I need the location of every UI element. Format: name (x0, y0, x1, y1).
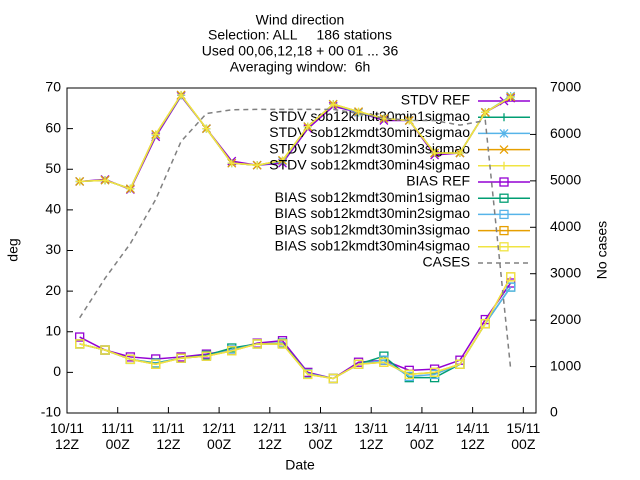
y-tick-label: 40 (45, 201, 61, 217)
legend-label: STDV REF (401, 92, 470, 108)
marker (429, 367, 440, 378)
marker (201, 351, 212, 361)
marker (253, 161, 262, 170)
y2-tick-label: 0 (550, 404, 558, 420)
y2-tick-label: 5000 (550, 172, 581, 188)
x-tick-label: 12/11 00Z (202, 420, 237, 452)
series-line (79, 94, 512, 191)
marker (227, 346, 237, 356)
legend-marker (499, 209, 509, 220)
x-axis-label: Date (285, 457, 315, 473)
chart-subtitle: Selection: ALL 186 stations (208, 27, 392, 43)
series-line (79, 276, 512, 380)
y-tick-label: 30 (45, 241, 61, 257)
legend-marker (499, 225, 509, 236)
y2-tick-label: 3000 (550, 264, 581, 280)
marker (75, 177, 84, 186)
marker (354, 107, 363, 116)
x-tick-label: 12/11 12Z (252, 420, 287, 452)
legend-marker (499, 193, 509, 203)
marker (126, 184, 135, 193)
x-tick-label: 14/11 00Z (404, 420, 439, 452)
y-tick-label: 10 (45, 322, 61, 338)
y-tick-label: 0 (53, 363, 61, 379)
marker (100, 345, 110, 355)
y2-tick-label: 4000 (550, 218, 581, 234)
y-tick-label: 60 (45, 119, 61, 135)
y-tick-label: -10 (41, 404, 61, 420)
legend-marker (499, 145, 509, 155)
legend-label: STDV sob12kmdt30min2sigmao (269, 124, 470, 140)
series-line (79, 276, 512, 380)
x-tick-label: 13/11 12Z (354, 420, 389, 452)
marker (505, 282, 516, 292)
marker (177, 90, 186, 99)
legend-marker (499, 128, 509, 138)
y2-tick-label: 1000 (550, 357, 581, 373)
x-tick-label: 11/11 12Z (151, 420, 185, 452)
legend-marker (499, 177, 509, 187)
x-tick-label: 14/11 12Z (455, 420, 490, 452)
marker (379, 357, 389, 367)
x-tick-label: 10/11 12Z (50, 420, 84, 452)
legend-marker (499, 242, 509, 252)
marker (430, 149, 439, 157)
y-tick-label: 70 (45, 79, 61, 95)
marker (75, 332, 85, 342)
marker (328, 373, 338, 384)
marker (404, 369, 414, 380)
legend-label: BIAS sob12kmdt30min3sigmao (275, 221, 471, 237)
chart-subtitle: Averaging window: 6h (230, 59, 371, 75)
legend-label: STDV sob12kmdt30min3sigmao (269, 140, 470, 156)
chart-subtitle: Used 00,06,12,18 + 00 01 ... 36 (202, 43, 399, 59)
x-tick-label: 13/11 00Z (303, 420, 338, 452)
legend-label: BIAS REF (406, 173, 470, 189)
legend-label: BIAS sob12kmdt30min4sigmao (275, 238, 471, 254)
series-line (79, 93, 512, 190)
x-tick-label: 11/11 00Z (101, 420, 135, 452)
legend-marker (500, 113, 508, 122)
marker (101, 176, 110, 185)
marker (151, 130, 160, 139)
legend-label: BIAS sob12kmdt30min2sigmao (275, 205, 471, 221)
y2-tick-label: 7000 (550, 79, 581, 95)
marker (202, 124, 211, 133)
legend-label: STDV sob12kmdt30min4sigmao (269, 157, 470, 173)
marker (480, 318, 490, 329)
y2-tick-label: 6000 (550, 125, 581, 141)
y-tick-label: 20 (45, 282, 61, 298)
y2-tick-label: 2000 (550, 311, 581, 327)
legend-label: BIAS sob12kmdt30min1sigmao (275, 189, 471, 205)
chart-title: Wind direction (256, 12, 345, 28)
legend-marker (500, 161, 508, 170)
marker (455, 149, 464, 157)
marker (505, 272, 516, 282)
marker (278, 156, 287, 165)
marker (481, 108, 490, 117)
marker (506, 92, 515, 101)
marker (75, 339, 85, 349)
marker (252, 339, 262, 349)
y2-axis-label: No cases (594, 221, 610, 279)
marker (125, 354, 136, 365)
legend-label: CASES (423, 254, 470, 270)
series-line (79, 282, 512, 380)
marker (227, 159, 236, 168)
y-tick-label: 50 (45, 160, 61, 176)
y-axis-label: deg (5, 238, 21, 261)
marker (353, 359, 364, 369)
marker (277, 339, 288, 349)
marker (151, 359, 161, 369)
marker (329, 100, 338, 109)
marker (176, 353, 186, 363)
marker (303, 369, 313, 380)
marker (303, 122, 312, 131)
marker (455, 359, 465, 369)
marker (505, 272, 516, 282)
x-tick-label: 15/11 00Z (506, 420, 541, 452)
